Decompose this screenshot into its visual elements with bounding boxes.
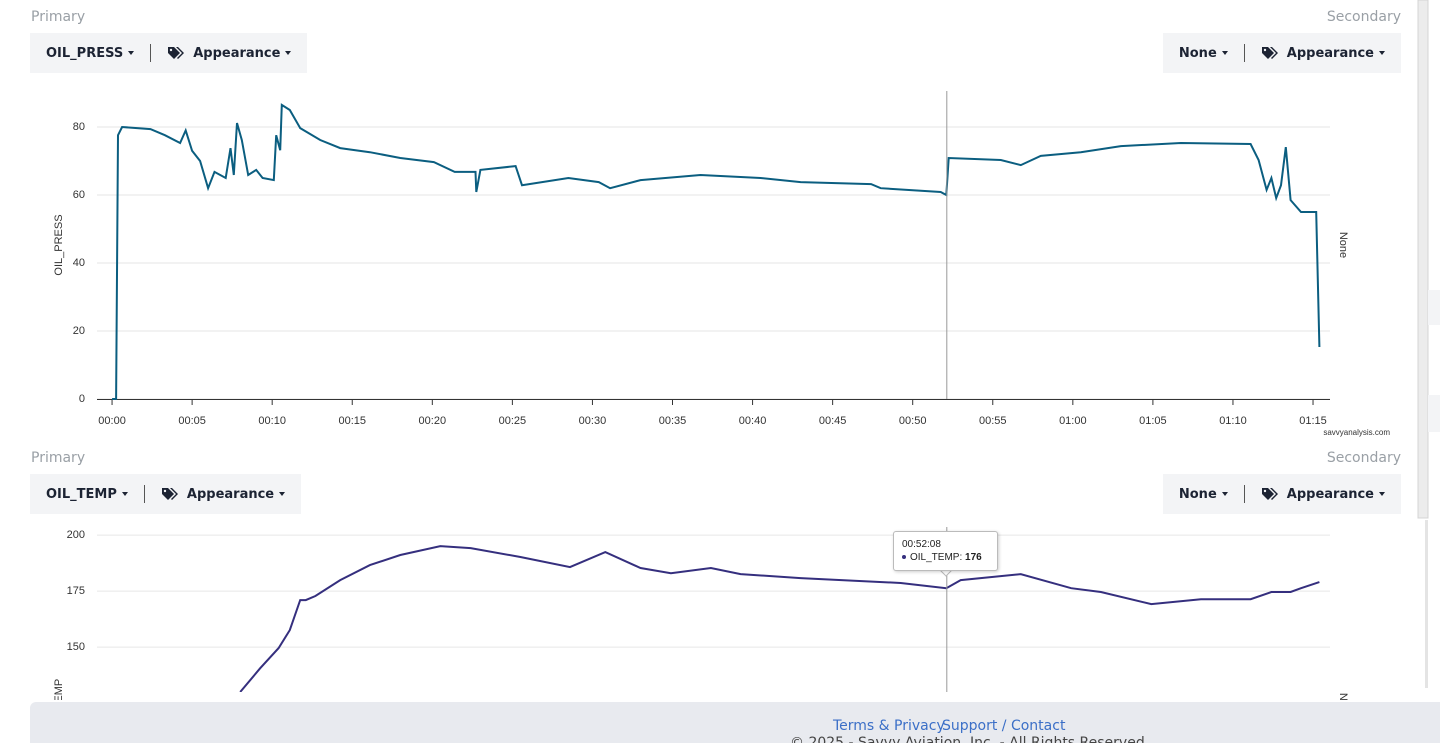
y-tick-label: 0 xyxy=(79,393,85,405)
separator xyxy=(1243,485,1245,503)
side-tab xyxy=(1428,395,1440,432)
appearance-button[interactable]: Appearance xyxy=(186,486,275,502)
x-tick-label: 00:55 xyxy=(979,415,1007,427)
y2-axis-label: None xyxy=(1337,693,1349,719)
appearance-button[interactable]: Appearance xyxy=(193,45,281,61)
caret xyxy=(128,51,135,55)
x-tick-label: 00:45 xyxy=(819,415,847,427)
caret xyxy=(1221,492,1228,496)
watermark: savvyanalysis.com xyxy=(1323,428,1390,437)
caret xyxy=(1379,51,1385,55)
primary-controls: OIL_TEMP Appearance xyxy=(30,474,302,514)
x-tick-label: 00:15 xyxy=(338,415,366,427)
x-tick-label: 00:30 xyxy=(579,415,607,427)
chart-oil-press: 0 20 40 60 80 00:00 00:05 00:10 00:15 00:20 00:25 0… xyxy=(53,91,1390,437)
tag-icon xyxy=(1261,47,1278,59)
y-tick-label: 60 xyxy=(73,189,85,201)
secondary-select[interactable]: None xyxy=(1178,45,1217,61)
support-link[interactable]: Support / Contact xyxy=(942,718,1066,734)
separator xyxy=(1243,44,1245,62)
x-tick-label: 00:00 xyxy=(98,415,126,427)
scrollbar-lower xyxy=(1425,520,1428,688)
caret xyxy=(1221,51,1228,55)
y-tick-label: 80 xyxy=(73,121,85,133)
scrollbar[interactable] xyxy=(1417,0,1429,519)
x-tick-label: 00:20 xyxy=(419,415,447,427)
secondary-label: Secondary xyxy=(1326,9,1401,25)
secondary-controls: None Appearance xyxy=(1162,474,1401,514)
secondary-label: Secondary xyxy=(1326,450,1401,466)
x-tick-label: 00:50 xyxy=(899,415,927,427)
primary-select[interactable]: OIL_PRESS xyxy=(46,45,124,61)
separator xyxy=(143,485,145,503)
primary-controls: OIL_PRESS Appearance xyxy=(30,33,308,73)
caret xyxy=(121,492,128,496)
chart-oil-temp: 150 175 200 OIL_TEMP None xyxy=(53,527,1349,733)
data-line xyxy=(112,103,1321,400)
x-tick-label: 00:25 xyxy=(499,415,527,427)
side-tab xyxy=(1428,290,1440,325)
primary-label: Primary xyxy=(31,450,86,466)
tag-icon xyxy=(161,488,178,500)
y-tick-label: 150 xyxy=(67,641,85,653)
tag-icon xyxy=(1261,488,1278,500)
tooltip-time: 00:52:08 xyxy=(902,539,941,550)
data-line xyxy=(239,545,1320,692)
primary-select[interactable]: OIL_TEMP xyxy=(46,486,117,502)
y-tick-label: 200 xyxy=(67,529,85,541)
x-tick-label: 01:10 xyxy=(1219,415,1247,427)
copyright: © 2025 - Savvy Aviation, Inc. - All Righ… xyxy=(790,735,1145,743)
x-tick-label: 00:10 xyxy=(258,415,286,427)
y-tick-label: 20 xyxy=(73,325,85,337)
secondary-select[interactable]: None xyxy=(1178,486,1217,502)
y2-axis-label: None xyxy=(1337,232,1349,258)
tooltip-row: OIL_TEMP: 176 xyxy=(902,552,989,563)
x-tick-label: 01:00 xyxy=(1059,415,1087,427)
footer: Terms & Privacy Support / Contact © 2025… xyxy=(30,702,1440,743)
x-tick-label: 00:35 xyxy=(659,415,687,427)
x-tick-label: 01:15 xyxy=(1299,415,1327,427)
terms-link[interactable]: Terms & Privacy xyxy=(833,718,945,734)
tooltip: 00:52:08 OIL_TEMP: 176 xyxy=(893,531,998,571)
caret xyxy=(279,492,286,496)
y-axis-label: OIL_PRESS xyxy=(53,214,65,275)
tooltip-value: 176 xyxy=(965,552,982,563)
x-tick-label: 00:05 xyxy=(178,415,206,427)
tag-icon xyxy=(168,47,185,59)
tooltip-dot xyxy=(902,555,906,560)
x-tick-label: 01:05 xyxy=(1139,415,1167,427)
caret xyxy=(285,51,292,55)
y-axis-label: OIL_TEMP xyxy=(53,679,65,733)
y-tick-label: 40 xyxy=(73,257,85,269)
appearance-button[interactable]: Appearance xyxy=(1286,486,1374,502)
secondary-controls: None Appearance xyxy=(1162,33,1401,73)
primary-label: Primary xyxy=(31,9,86,25)
tooltip-label: OIL_TEMP: xyxy=(910,552,963,563)
x-tick-label: 00:40 xyxy=(739,415,767,427)
separator xyxy=(150,44,152,62)
appearance-button[interactable]: Appearance xyxy=(1286,45,1374,61)
caret xyxy=(1379,492,1385,496)
y-tick-label: 175 xyxy=(67,585,85,597)
